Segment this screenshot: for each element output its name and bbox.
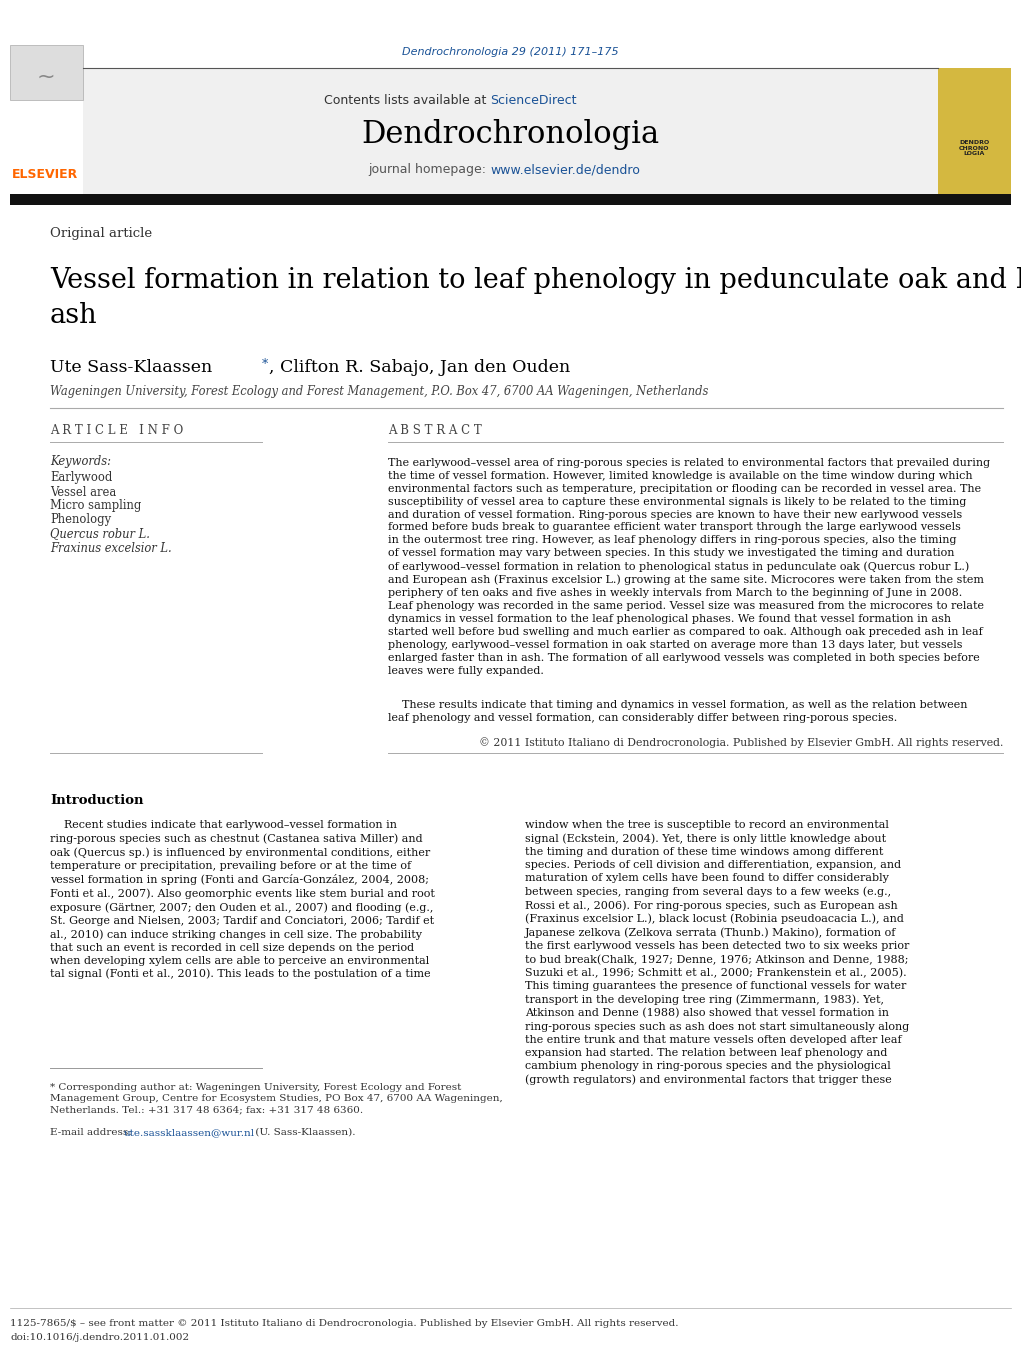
Text: Recent studies indicate that earlywood–vessel formation in
ring-porous species s: Recent studies indicate that earlywood–v… [50,820,435,979]
Text: Original article: Original article [50,227,152,239]
Text: ute.sassklaassen@wur.nl: ute.sassklaassen@wur.nl [124,1128,255,1138]
Text: Introduction: Introduction [50,793,144,807]
Text: Quercus robur L.: Quercus robur L. [50,527,150,540]
Text: Vessel area: Vessel area [50,485,116,499]
Text: A R T I C L E   I N F O: A R T I C L E I N F O [50,423,183,436]
Text: Contents lists available at: Contents lists available at [324,93,490,107]
Text: www.elsevier.de/dendro: www.elsevier.de/dendro [490,163,640,177]
Text: Phenology: Phenology [50,513,111,527]
Text: E-mail address:: E-mail address: [50,1128,135,1138]
Text: doi:10.1016/j.dendro.2011.01.002: doi:10.1016/j.dendro.2011.01.002 [10,1333,189,1343]
Text: © 2011 Istituto Italiano di Dendrocronologia. Published by Elsevier GmbH. All ri: © 2011 Istituto Italiano di Dendrocronol… [479,738,1003,748]
Text: journal homepage:: journal homepage: [368,163,490,177]
Text: Ute Sass-Klaassen: Ute Sass-Klaassen [50,359,212,377]
FancyBboxPatch shape [10,45,83,100]
Text: Dendrochronologia: Dendrochronologia [361,119,660,150]
Text: ELSEVIER: ELSEVIER [12,169,79,181]
Text: Wageningen University, Forest Ecology and Forest Management, P.O. Box 47, 6700 A: Wageningen University, Forest Ecology an… [50,385,709,399]
FancyBboxPatch shape [938,68,1011,195]
Text: *: * [262,358,269,372]
Text: * Corresponding author at: Wageningen University, Forest Ecology and Forest
Mana: * Corresponding author at: Wageningen Un… [50,1084,502,1115]
Text: (U. Sass-Klaassen).: (U. Sass-Klaassen). [252,1128,355,1138]
Text: The earlywood–vessel area of ring-porous species is related to environmental fac: The earlywood–vessel area of ring-porous… [388,458,990,676]
Text: A B S T R A C T: A B S T R A C T [388,423,482,436]
Text: ScienceDirect: ScienceDirect [490,93,577,107]
Text: 1125-7865/$ – see front matter © 2011 Istituto Italiano di Dendrocronologia. Pub: 1125-7865/$ – see front matter © 2011 Is… [10,1319,679,1328]
Text: Fraxinus excelsior L.: Fraxinus excelsior L. [50,542,172,554]
Text: Dendrochronologia 29 (2011) 171–175: Dendrochronologia 29 (2011) 171–175 [401,47,619,57]
Text: Micro sampling: Micro sampling [50,500,141,512]
Text: ~: ~ [37,68,55,86]
FancyBboxPatch shape [83,68,938,195]
Text: Keywords:: Keywords: [50,455,111,469]
FancyBboxPatch shape [10,195,1011,205]
Text: These results indicate that timing and dynamics in vessel formation, as well as : These results indicate that timing and d… [388,700,968,723]
Text: window when the tree is susceptible to record an environmental
signal (Eckstein,: window when the tree is susceptible to r… [525,820,910,1085]
Text: Vessel formation in relation to leaf phenology in pedunculate oak and European
a: Vessel formation in relation to leaf phe… [50,267,1021,328]
Text: DENDRO
CHRONO
LOGIA: DENDRO CHRONO LOGIA [959,139,989,157]
Text: Earlywood: Earlywood [50,471,112,485]
Text: , Clifton R. Sabajo, Jan den Ouden: , Clifton R. Sabajo, Jan den Ouden [269,359,571,377]
